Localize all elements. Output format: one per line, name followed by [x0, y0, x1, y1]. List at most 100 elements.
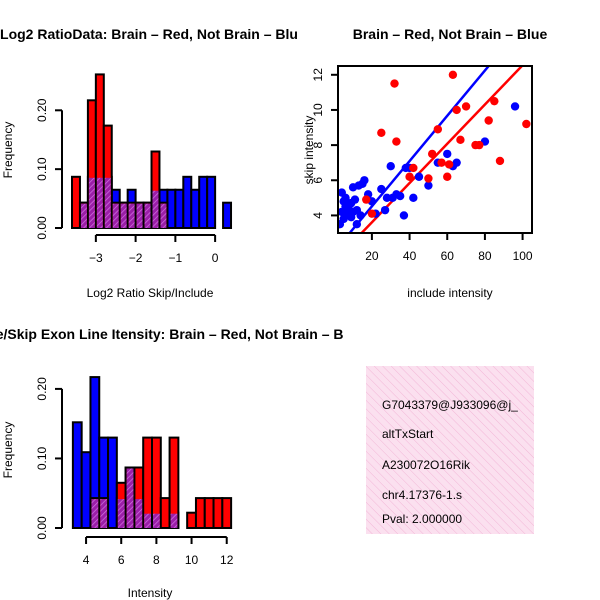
intensity-histogram-x-tick-label: 10 — [185, 553, 199, 567]
ratio-histogram-bar-blue-14 — [190, 188, 201, 229]
scatter-point-red-20 — [495, 156, 505, 166]
intensity-histogram-bar-overlap — [91, 499, 99, 528]
scatter-y-tick-label: 8 — [311, 141, 325, 148]
scatter-point-red-4 — [392, 137, 401, 146]
scatter-point-blue-6 — [341, 193, 350, 203]
scatter-x-tick-label: 60 — [441, 249, 455, 263]
scatter-point-blue-39 — [452, 158, 461, 167]
ratio-histogram-x-tick-label: −1 — [169, 251, 183, 265]
ratio-histogram-bar-overlap — [136, 203, 143, 228]
intensity-histogram-bar-overlap — [170, 513, 178, 528]
ratio-histogram-y-tick-label: 0.00 — [35, 216, 49, 240]
intensity-histogram-bar-red-7 — [159, 497, 171, 530]
ratio-histogram-ylabel: Frequency — [1, 122, 15, 179]
intensity-histogram-panel: Include/Skip Exon Line Itensity: Brain –… — [0, 326, 343, 600]
scatter-ylabel: skip intensity — [302, 116, 316, 185]
intensity-histogram-bar-red-9 — [186, 511, 197, 530]
scatter-point-blue-34 — [414, 172, 424, 181]
intensity-histogram-y-tick-label: 0.00 — [35, 516, 49, 540]
ratio-histogram-bar-overlap — [120, 203, 127, 228]
scatter-xlabel: include intensity — [407, 286, 492, 300]
ratio-histogram-bar-overlap — [160, 203, 167, 228]
scatter-fit-line-blue — [348, 66, 490, 233]
scatter-y-tick-label: 12 — [311, 68, 325, 82]
intensity-histogram-bar-blue-4 — [107, 436, 118, 529]
intensity-histogram-bar-red-13 — [221, 497, 233, 530]
scatter-point-red-9 — [433, 125, 443, 134]
scatter-point-red-16 — [461, 102, 471, 111]
intensity-histogram-bar-overlap — [100, 499, 108, 528]
scatter-point-blue-33 — [409, 193, 418, 203]
ratio-histogram-bar-overlap — [104, 177, 111, 228]
scatter-point-blue-19 — [360, 176, 369, 185]
ratio-histogram-panel: Log2 RatioData: Brain – Red, Not Brain –… — [0, 26, 298, 300]
scatter-point-red-13 — [448, 70, 458, 79]
scatter-point-red-11 — [443, 172, 452, 181]
scatter-point-red-21 — [522, 119, 531, 129]
info-pval: Pval: 2.000000 — [382, 512, 462, 526]
intensity-histogram-bar-blue-0 — [71, 421, 83, 530]
scatter-y-tick-label: 6 — [311, 177, 325, 184]
intensity-histogram-y-tick-label: 0.20 — [35, 377, 49, 401]
scatter-point-red-3 — [390, 79, 399, 88]
intensity-histogram-bars — [71, 376, 233, 530]
ratio-histogram-bars — [71, 73, 233, 230]
intensity-histogram-ylabel: Frequency — [1, 422, 15, 479]
info-line-location: chr4.17376-1.s — [382, 488, 462, 502]
intensity-histogram-bar-overlap — [144, 513, 151, 528]
ratio-histogram-bar-overlap — [144, 203, 151, 228]
intensity-histogram-x-tick-label: 8 — [153, 553, 160, 567]
scatter-point-red-0 — [362, 195, 371, 204]
info-line-type: altTxStart — [382, 427, 434, 441]
scatter-point-red-14 — [452, 105, 461, 115]
scatter-point-red-8 — [427, 149, 437, 159]
ratio-histogram-bar-overlap — [96, 177, 103, 228]
scatter-point-blue-30 — [399, 211, 409, 220]
scatter-point-blue-29 — [395, 191, 405, 201]
ratio-histogram-bar-overlap — [128, 203, 135, 228]
ratio-histogram-bar-blue-17 — [222, 201, 233, 229]
scatter-point-blue-37 — [443, 149, 452, 159]
scatter-x-tick-label: 80 — [478, 249, 492, 263]
scatter-axes: 20 40 60 80 100 4 6 8 10 12 — [311, 65, 533, 263]
ratio-histogram-xlabel: Log2 Ratio Skip/Include — [87, 286, 214, 300]
ratio-histogram-bar-red-0 — [71, 175, 81, 230]
scatter-point-red-19 — [490, 96, 499, 106]
ratio-histogram-bar-overlap — [112, 203, 119, 228]
scatter-title: Brain – Red, Not Brain – Blue — [353, 26, 548, 42]
scatter-plot-frame — [337, 65, 533, 234]
intensity-histogram-y-tick-label: 0.10 — [35, 446, 49, 470]
scatter-point-red-15 — [456, 135, 465, 145]
scatter-point-red-18 — [475, 140, 484, 150]
scatter-x-tick-label: 40 — [403, 249, 417, 263]
intensity-histogram-bar-blue-1 — [80, 451, 92, 530]
scatter-x-tick-label: 20 — [365, 249, 379, 263]
info-line-gene: A230072O16Rik — [382, 458, 471, 472]
info-line-id: G7043379@J933096@j_ — [382, 398, 518, 412]
ratio-histogram-title: Log2 RatioData: Brain – Red, Not Brain –… — [0, 26, 298, 42]
intensity-scatter-panel: Brain – Red, Not Brain – Blue 20 40 60 80 10… — [302, 26, 547, 300]
scatter-point-blue-41 — [510, 102, 520, 111]
info-panel-background — [366, 366, 534, 534]
ratio-histogram-x-tick-label: −3 — [89, 251, 103, 265]
scatter-point-red-7 — [424, 174, 433, 183]
scatter-point-red-1 — [367, 209, 377, 218]
ratio-histogram-bar-blue-11 — [166, 188, 177, 229]
scatter-point-blue-42 — [352, 220, 362, 229]
scatter-point-blue-24 — [380, 205, 390, 215]
scatter-point-blue-35 — [424, 181, 433, 190]
ratio-histogram-bar-overlap — [80, 203, 87, 228]
scatter-point-red-10 — [437, 158, 446, 167]
scatter-x-tick-label: 100 — [513, 249, 533, 263]
intensity-histogram-bar-red-12 — [212, 497, 224, 530]
intensity-histogram-bar-overlap — [126, 468, 134, 528]
scatter-point-blue-17 — [356, 211, 365, 220]
intensity-histogram-bar-red-10 — [194, 497, 206, 530]
scatter-y-tick-label: 10 — [311, 103, 325, 117]
scatter-y-tick-label: 4 — [311, 212, 325, 219]
intensity-histogram-axes: 4 6 8 10 12 0.00 0.10 0.20 — [35, 377, 234, 567]
ratio-histogram-bar-blue-13 — [182, 175, 193, 230]
intensity-histogram-x-tick-label: 4 — [83, 553, 90, 567]
ratio-histogram-bar-blue-15 — [198, 175, 209, 230]
